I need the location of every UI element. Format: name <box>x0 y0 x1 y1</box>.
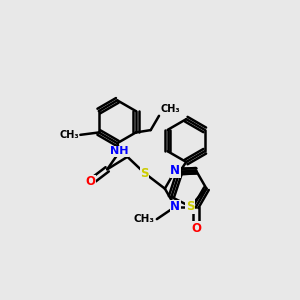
Text: N: N <box>170 200 180 213</box>
Text: S: S <box>140 167 149 180</box>
Text: CH₃: CH₃ <box>160 104 180 114</box>
Text: O: O <box>86 175 96 188</box>
Text: CH₃: CH₃ <box>59 130 79 140</box>
Text: NH: NH <box>110 146 129 157</box>
Text: N: N <box>170 164 180 177</box>
Text: CH₃: CH₃ <box>134 214 154 224</box>
Text: O: O <box>191 222 201 235</box>
Text: S: S <box>186 200 194 213</box>
